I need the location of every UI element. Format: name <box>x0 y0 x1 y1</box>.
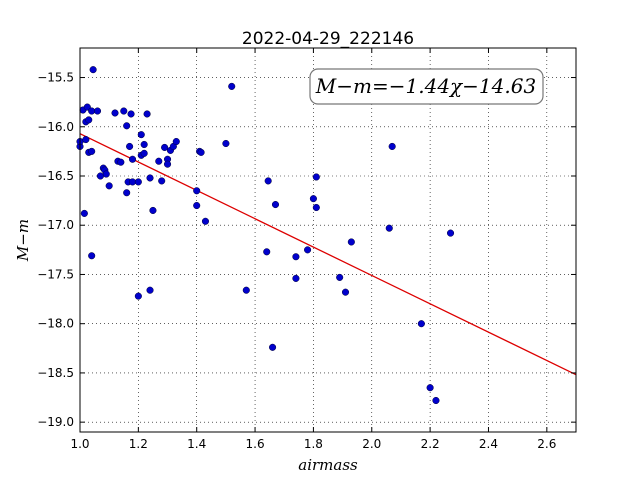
data-point <box>143 110 151 118</box>
fit-line-layer <box>79 133 577 376</box>
data-point <box>120 107 128 115</box>
data-point <box>93 107 102 115</box>
data-point <box>309 195 317 203</box>
data-point <box>88 252 96 260</box>
x-tick-label: 2.2 <box>421 437 440 451</box>
data-point <box>222 139 230 148</box>
y-tick-label: −18.5 <box>37 366 74 380</box>
fit-line <box>79 133 577 376</box>
data-point <box>140 140 148 149</box>
data-point <box>271 201 280 209</box>
x-tick-label: 1.2 <box>129 437 148 451</box>
fit-annotation: M−m=−1.44χ−14.63 <box>309 68 544 105</box>
data-point <box>146 286 154 294</box>
data-point <box>128 155 137 163</box>
data-point <box>388 142 396 151</box>
data-point <box>127 110 135 118</box>
chart-title: 2022-04-29_222146 <box>242 29 414 49</box>
data-point <box>111 109 119 117</box>
data-point <box>228 82 236 90</box>
data-point <box>155 157 163 165</box>
data-point <box>312 203 320 212</box>
y-tick-label: −19.0 <box>37 415 74 429</box>
data-point <box>146 174 154 182</box>
data-point <box>292 274 300 282</box>
y-tick-label: −17.0 <box>37 218 74 232</box>
data-point <box>140 149 148 157</box>
data-points <box>76 66 455 405</box>
y-tick-label: −15.5 <box>37 71 74 85</box>
data-point <box>85 116 93 124</box>
data-point <box>82 136 90 144</box>
data-point <box>341 288 350 296</box>
data-point <box>263 248 271 256</box>
data-point <box>134 292 142 300</box>
y-tick-label: −17.5 <box>37 267 74 281</box>
data-point <box>80 209 88 217</box>
data-point <box>137 131 145 139</box>
data-point <box>158 177 166 185</box>
x-tick-label: 1.4 <box>187 437 206 451</box>
data-point <box>432 396 440 405</box>
data-point <box>197 148 205 156</box>
plot-frame <box>79 47 577 433</box>
data-point <box>242 286 250 294</box>
data-point <box>264 177 272 185</box>
y-axis-label: M−m <box>14 219 32 262</box>
data-point <box>102 170 110 178</box>
annotation-text: M−m=−1.44χ−14.63 <box>315 74 536 98</box>
data-point <box>88 147 96 155</box>
data-point <box>161 143 169 151</box>
data-point <box>193 201 201 210</box>
x-tick-label: 1.6 <box>246 437 265 451</box>
data-point <box>89 66 97 74</box>
data-point <box>269 343 277 351</box>
data-point <box>426 384 434 392</box>
data-point <box>123 189 131 197</box>
x-tick-label: 2.6 <box>537 437 556 451</box>
data-point <box>123 122 131 130</box>
x-axis-ticks: 1.0 1.2 1.4 1.6 1.8 2.0 2.2 2.4 2.6 <box>70 48 556 451</box>
data-point <box>201 217 210 225</box>
data-point <box>347 238 355 246</box>
x-tick-label: 1.8 <box>304 437 323 451</box>
x-axis-label: airmass <box>298 456 358 474</box>
y-tick-label: −16.5 <box>37 169 74 183</box>
data-point <box>163 160 172 168</box>
data-point <box>105 182 113 190</box>
data-point <box>417 320 425 328</box>
data-point <box>292 253 300 261</box>
data-point <box>446 229 455 237</box>
y-tick-label: −16.0 <box>37 120 74 134</box>
data-point <box>385 224 393 232</box>
annotation-box <box>309 68 544 105</box>
data-point <box>126 142 134 151</box>
axes <box>79 47 577 433</box>
data-point <box>134 178 142 186</box>
data-point <box>304 246 312 254</box>
data-point <box>117 158 125 166</box>
data-point <box>336 273 344 281</box>
data-point <box>172 137 180 146</box>
data-point <box>312 173 320 181</box>
x-tick-label: 1.0 <box>70 437 89 451</box>
x-tick-label: 2.4 <box>479 437 498 451</box>
y-axis-ticks: −15.5 −16.0 −16.5 −17.0 −17.5 −18.0 −18.5 −19.0 <box>37 71 576 429</box>
data-point <box>83 103 91 111</box>
y-tick-label: −18.0 <box>37 317 74 331</box>
x-tick-label: 2.0 <box>362 437 381 451</box>
data-point <box>149 206 157 215</box>
data-point <box>193 187 201 195</box>
